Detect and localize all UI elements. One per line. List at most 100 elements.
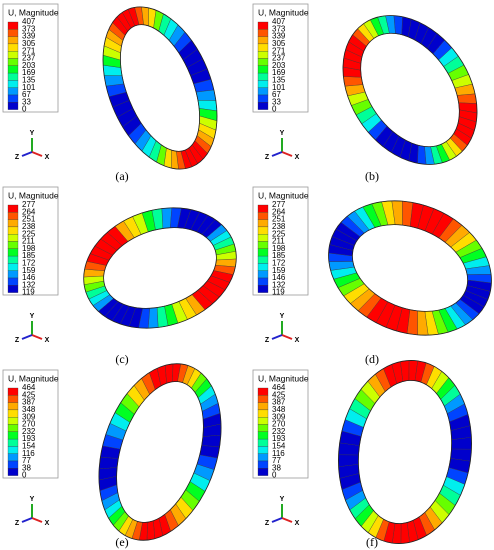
legend-swatch: [257, 417, 269, 425]
legend-value: 203: [22, 61, 36, 70]
legend-value: 0: [272, 105, 277, 114]
legend-swatch: [7, 65, 19, 74]
legend-value: 425: [22, 390, 36, 399]
legend-title: U, Magnitude: [258, 373, 309, 383]
legend-value: 33: [272, 97, 281, 106]
ring-outline: [328, 200, 492, 336]
legend-swatch: [7, 241, 19, 249]
legend-value: 198: [22, 244, 36, 253]
ring-outline: [351, 224, 469, 312]
legend-swatch: [257, 36, 269, 45]
legend-value: 232: [22, 427, 36, 436]
legend-value: 135: [272, 76, 286, 85]
legend-value: 67: [272, 90, 281, 99]
panel: U, Magnitude2772642512382252111981851721…: [252, 186, 492, 366]
legend-value: 339: [22, 32, 36, 41]
legend-swatch: [257, 431, 269, 440]
deformed-ring: [102, 6, 218, 170]
legend-swatch: [257, 234, 269, 242]
legend-value: 225: [22, 229, 36, 238]
deformed-ring: [328, 200, 492, 336]
legend-swatch: [257, 65, 269, 74]
legend-value: 169: [272, 68, 286, 77]
ring-outline: [120, 24, 200, 152]
axis-label-x: X: [45, 337, 50, 344]
ring-outline: [83, 207, 237, 329]
axis-z: [271, 517, 283, 523]
legend-value: 270: [22, 420, 36, 429]
legend-swatch: [7, 460, 19, 469]
panel: U, Magnitude4073733393052712372031691351…: [2, 3, 218, 183]
legend-swatch: [257, 468, 269, 476]
axis-label-z: Z: [15, 154, 20, 161]
legend-value: 172: [22, 259, 36, 268]
axis-x: [31, 517, 43, 523]
legend-value: 119: [22, 288, 35, 297]
legend-title: U, Magnitude: [258, 7, 309, 17]
legend-value: 339: [272, 32, 286, 41]
axis-x: [31, 334, 43, 340]
legend-value: 154: [272, 442, 286, 451]
axis-label-x: X: [45, 520, 50, 527]
panel: U, Magnitude4644253873483092702321931541…: [2, 363, 222, 549]
legend-value: 33: [22, 97, 31, 106]
ring-outline: [116, 381, 204, 523]
legend-value: 407: [22, 17, 36, 26]
legend-swatch: [257, 204, 269, 213]
legend-swatch: [257, 212, 269, 220]
legend-swatch: [257, 72, 269, 81]
axis-label-y: Y: [280, 313, 285, 320]
legend-swatch: [7, 94, 19, 103]
legend-swatch: [257, 248, 269, 257]
legend-value: 0: [22, 471, 27, 480]
legend-value: 425: [272, 390, 286, 399]
legend-swatch: [7, 58, 19, 66]
legend-swatch: [257, 409, 269, 418]
legend-value: 185: [22, 251, 36, 260]
legend-swatch: [257, 58, 269, 66]
deformed-ring: [337, 360, 473, 544]
legend-swatch: [7, 468, 19, 476]
legend-swatch: [7, 226, 19, 235]
legend-value: 270: [272, 420, 286, 429]
axis-z: [21, 517, 33, 523]
legend-swatch: [7, 431, 19, 440]
ring-outline: [337, 360, 473, 544]
legend-swatch: [7, 219, 19, 228]
legend-swatch: [7, 36, 19, 45]
axis-z: [21, 334, 33, 340]
legend-value: 146: [272, 273, 286, 282]
deformed-ring: [98, 363, 222, 541]
legend-value: 132: [22, 280, 36, 289]
legend-swatch: [257, 94, 269, 103]
legend-swatch: [7, 43, 19, 52]
legend-value: 271: [22, 46, 36, 55]
legend-value: 373: [22, 24, 36, 33]
legend-value: 387: [22, 398, 36, 407]
legend-swatch: [7, 248, 19, 257]
legend-swatch: [7, 395, 19, 403]
axis-x: [281, 151, 293, 157]
axis-label-x: X: [295, 154, 300, 161]
legend-swatch: [7, 212, 19, 220]
panel-label: (f): [366, 535, 378, 549]
axis-x: [31, 151, 43, 157]
axis-label-y: Y: [30, 130, 35, 137]
panel-label: (e): [115, 535, 128, 549]
legend-title: U, Magnitude: [258, 190, 309, 200]
legend-swatch: [257, 285, 269, 293]
ring-outline: [360, 32, 460, 148]
axis-label-y: Y: [280, 130, 285, 137]
legend-swatch: [257, 87, 269, 96]
legend-value: 264: [272, 207, 286, 216]
axis-label-y: Y: [280, 496, 285, 503]
legend-value: 238: [22, 222, 36, 231]
legend-value: 348: [22, 405, 36, 414]
legend-value: 211: [22, 237, 35, 246]
legend-swatch: [7, 409, 19, 418]
legend-value: 169: [22, 68, 36, 77]
legend-title: U, Magnitude: [8, 7, 59, 17]
legend-swatch: [257, 438, 269, 447]
legend-value: 0: [272, 471, 277, 480]
